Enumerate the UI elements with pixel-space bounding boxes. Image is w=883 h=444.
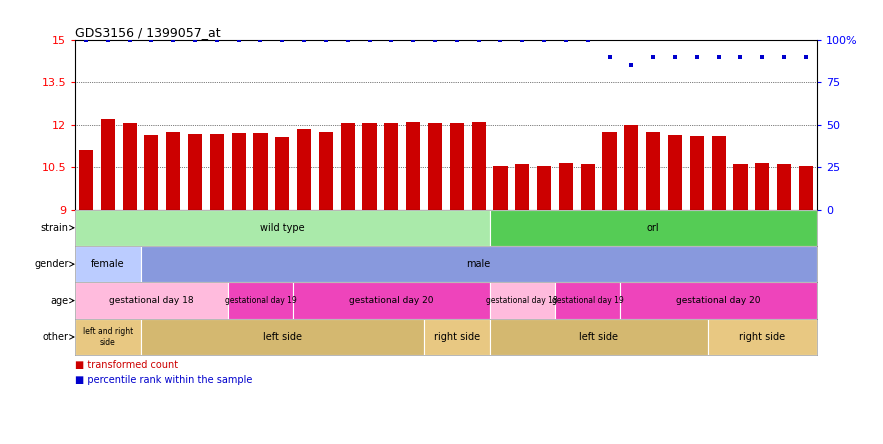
Bar bbox=[75, 246, 140, 282]
Bar bbox=[166, 132, 180, 210]
Text: gender: gender bbox=[34, 259, 69, 269]
Text: left and right
side: left and right side bbox=[83, 327, 133, 347]
Bar bbox=[621, 282, 817, 319]
Text: age: age bbox=[50, 296, 69, 305]
Bar bbox=[624, 125, 638, 210]
Bar bbox=[231, 133, 245, 210]
Text: gestational day 20: gestational day 20 bbox=[676, 296, 761, 305]
Text: strain: strain bbox=[41, 223, 69, 233]
Text: ■ percentile rank within the sample: ■ percentile rank within the sample bbox=[75, 375, 253, 385]
Bar bbox=[690, 136, 704, 210]
Text: orl: orl bbox=[647, 223, 660, 233]
Bar bbox=[75, 319, 140, 355]
Bar bbox=[707, 319, 817, 355]
Bar bbox=[406, 122, 420, 210]
Text: GDS3156 / 1399057_at: GDS3156 / 1399057_at bbox=[75, 26, 221, 39]
Bar bbox=[293, 282, 489, 319]
Bar bbox=[559, 163, 573, 210]
Bar bbox=[424, 319, 489, 355]
Bar bbox=[494, 166, 508, 210]
Bar bbox=[79, 150, 93, 210]
Bar bbox=[144, 135, 159, 210]
Bar bbox=[428, 123, 442, 210]
Bar bbox=[489, 319, 707, 355]
Bar bbox=[101, 119, 115, 210]
Text: gestational day 20: gestational day 20 bbox=[349, 296, 434, 305]
Bar bbox=[755, 163, 769, 210]
Bar bbox=[275, 138, 290, 210]
Bar bbox=[319, 132, 333, 210]
Bar bbox=[489, 282, 555, 319]
Bar bbox=[297, 129, 311, 210]
Text: ■ transformed count: ■ transformed count bbox=[75, 360, 178, 370]
Bar bbox=[646, 132, 660, 210]
Text: gestational day 19: gestational day 19 bbox=[224, 296, 297, 305]
Bar bbox=[734, 164, 748, 210]
Bar bbox=[188, 134, 202, 210]
Bar bbox=[75, 282, 228, 319]
Bar bbox=[228, 282, 293, 319]
Bar bbox=[602, 132, 616, 210]
Text: gestational day 19: gestational day 19 bbox=[552, 296, 623, 305]
Bar bbox=[777, 164, 791, 210]
Bar bbox=[489, 210, 817, 246]
Text: right side: right side bbox=[739, 332, 785, 342]
Bar bbox=[472, 122, 486, 210]
Bar bbox=[384, 123, 398, 210]
Bar bbox=[253, 133, 268, 210]
Bar bbox=[363, 123, 377, 210]
Bar bbox=[668, 135, 682, 210]
Text: male: male bbox=[466, 259, 491, 269]
Bar bbox=[123, 123, 137, 210]
Text: left side: left side bbox=[579, 332, 618, 342]
Bar bbox=[537, 166, 551, 210]
Bar bbox=[555, 282, 621, 319]
Text: female: female bbox=[91, 259, 125, 269]
Text: gestational day 18: gestational day 18 bbox=[109, 296, 193, 305]
Text: other: other bbox=[42, 332, 69, 342]
Bar bbox=[75, 210, 489, 246]
Bar bbox=[581, 164, 595, 210]
Text: wild type: wild type bbox=[260, 223, 305, 233]
Text: right side: right side bbox=[434, 332, 479, 342]
Bar bbox=[341, 123, 355, 210]
Bar bbox=[799, 166, 813, 210]
Bar bbox=[515, 164, 530, 210]
Bar bbox=[712, 136, 726, 210]
Text: left side: left side bbox=[263, 332, 302, 342]
Bar bbox=[210, 134, 224, 210]
Bar bbox=[140, 319, 424, 355]
Bar bbox=[449, 123, 464, 210]
Text: gestational day 18: gestational day 18 bbox=[487, 296, 558, 305]
